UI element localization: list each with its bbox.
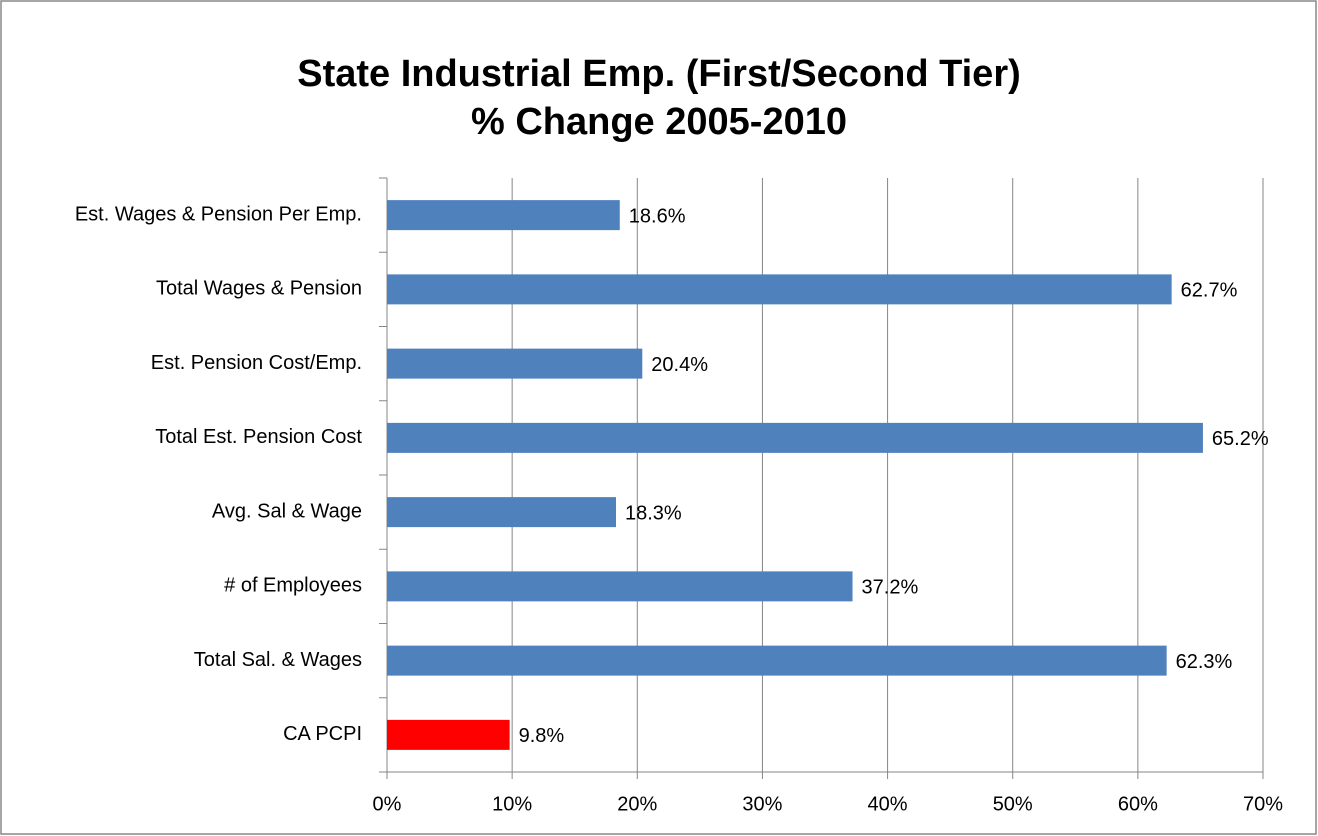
x-tick-label: 40% [868,793,908,815]
chart-title: % Change 2005-2010 [471,101,847,143]
y-tick-label: Est. Pension Cost/Emp. [151,352,362,374]
data-label: 18.6% [629,205,686,227]
y-tick-label: Total Wages & Pension [156,278,362,300]
bar [387,274,1172,305]
y-tick-label: CA PCPI [283,723,362,745]
bar [387,645,1167,676]
y-tick-label: # of Employees [224,575,362,597]
bar [387,422,1203,453]
x-tick-label: 50% [993,793,1033,815]
bar [387,497,617,528]
data-label: 62.7% [1181,280,1238,302]
data-label: 65.2% [1212,428,1269,450]
x-tick-label: 30% [742,793,782,815]
chart-title: State Industrial Emp. (First/Second Tier… [297,53,1021,95]
bar [387,348,643,379]
x-tick-label: 20% [617,793,657,815]
y-tick-label: Total Est. Pension Cost [155,426,362,448]
bar [387,571,853,602]
data-label: 18.3% [625,502,682,524]
y-tick-label: Avg. Sal & Wage [212,500,362,522]
data-label: 20.4% [651,354,708,376]
x-tick-label: 70% [1243,793,1283,815]
bar [387,200,620,231]
bar [387,719,510,750]
data-label: 37.2% [862,577,919,599]
x-tick-label: 10% [492,793,532,815]
x-tick-label: 0% [373,793,402,815]
data-label: 62.3% [1176,651,1233,673]
y-tick-label: Est. Wages & Pension Per Emp. [75,203,362,225]
x-tick-label: 60% [1118,793,1158,815]
data-label: 9.8% [519,725,565,747]
y-tick-label: Total Sal. & Wages [194,649,362,671]
